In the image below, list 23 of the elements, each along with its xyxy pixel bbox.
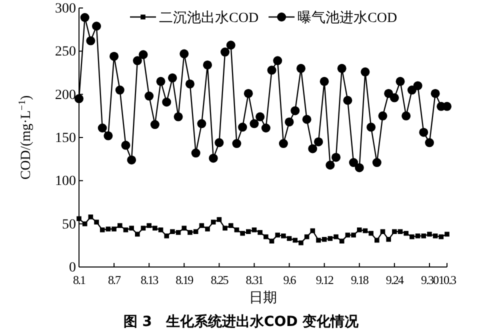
x-tick-label: 8.1 — [73, 273, 86, 287]
x-tick-label: 8.19 — [176, 273, 194, 287]
y-tick-label: 0 — [69, 260, 76, 276]
y-tick-label: 50 — [62, 217, 76, 232]
x-tick-label: 9.6 — [283, 273, 296, 287]
y-tick-label: 250 — [55, 44, 76, 60]
x-tick-label: 8.7 — [108, 273, 122, 287]
x-tick-label: 9.12 — [316, 273, 334, 287]
x-tick-label: 9.24 — [386, 273, 404, 287]
y-tick-label: 300 — [55, 2, 76, 16]
legend-label: 二沉池出水COD — [159, 10, 259, 26]
x-axis-title: 日期 — [249, 290, 277, 306]
x-tick-label: 8.25 — [210, 273, 229, 287]
x-tick-label: 9.30 — [420, 273, 439, 287]
y-tick-label: 200 — [55, 88, 76, 103]
x-tick-label: 8.31 — [246, 273, 264, 287]
x-tick-label: 10.3 — [438, 273, 456, 287]
x-tick-label: 9.18 — [350, 273, 369, 287]
y-tick-label: 100 — [55, 174, 76, 190]
legend-label: 曝气池进水COD — [298, 10, 398, 26]
y-tick-label: 150 — [55, 131, 76, 146]
text: 图 3 生化系统进出水COD 变化情况 — [123, 313, 360, 330]
x-tick-label: 8.13 — [140, 273, 159, 287]
